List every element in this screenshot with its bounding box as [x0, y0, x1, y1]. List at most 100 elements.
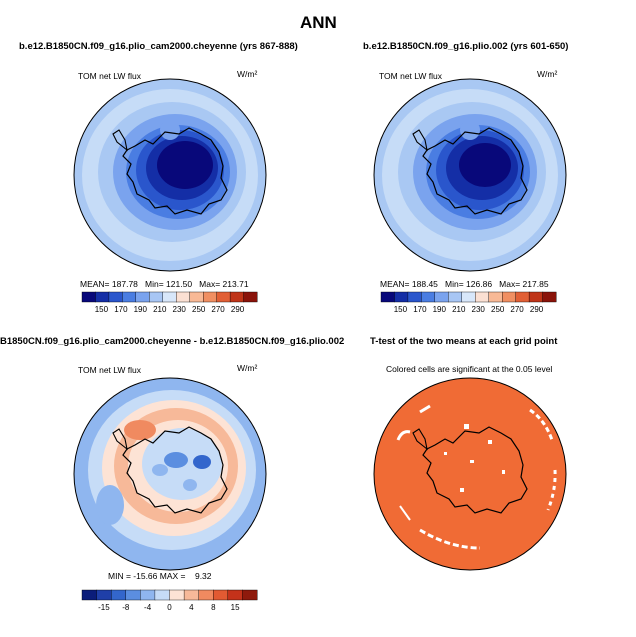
panel1-colorbar-cell [81, 291, 97, 303]
panel1-colorbar-cell [189, 291, 204, 303]
panel3-colorbar-cell [81, 589, 98, 601]
panel1-max-label: Max= [199, 279, 221, 289]
panel4-map [373, 377, 567, 571]
panel3-colorbar-tick: 15 [231, 603, 240, 612]
panel2-colorbar-cell [542, 291, 557, 303]
panel2-colorbar-cell [461, 291, 476, 303]
panel1-colorbar-cell [149, 291, 164, 303]
panel3-colorbar-tick: 4 [189, 603, 194, 612]
panel3-colorbar-cell [183, 589, 200, 601]
panel3-colorbar: -15 -8 -4 0 4 8 15 [81, 589, 258, 612]
panel3-colorbar-cell [110, 589, 127, 601]
panel3-colorbar-cell [227, 589, 243, 601]
panel2-colorbar-tick: 210 [452, 305, 466, 314]
panel3-colorbar-tick: -4 [144, 603, 152, 612]
panel2-max-label: Max= [499, 279, 521, 289]
panel2-colorbar-cell [394, 291, 409, 303]
panel1-colorbar-cell [229, 291, 245, 303]
panel1-colorbar-cell [122, 291, 137, 303]
panel2-colorbar-cell [502, 291, 517, 303]
panel3-units: W/m² [237, 363, 258, 373]
panel1-colorbar-cell [243, 291, 258, 303]
panel1-colorbar-cell [108, 291, 123, 303]
panel1-colorbar-tick: 210 [153, 305, 167, 314]
panel3-colorbar-cell [154, 589, 170, 601]
panel1-min-label: Min= [145, 279, 164, 289]
panel3-map [73, 377, 267, 571]
panel2-colorbar-cell [475, 291, 490, 303]
panel1-colorbar-cell [175, 291, 191, 303]
panel2-colorbar-cell [515, 291, 530, 303]
panel1-mean-label: MEAN= [80, 279, 110, 289]
panel2-colorbar-cell [528, 291, 544, 303]
panel1-colorbar-tick: 290 [231, 305, 245, 314]
panel2-colorbar-tick: 170 [413, 305, 427, 314]
panel2-colorbar-tick: 150 [394, 305, 408, 314]
panel1-map [73, 78, 267, 272]
panel2-map [373, 78, 567, 272]
panel3-var-label: TOM net LW flux [78, 365, 141, 375]
panel2-mean: 188.45 [411, 279, 438, 289]
panel3-max-label: MAX = [159, 571, 186, 581]
panel1-var-label: TOM net LW flux [78, 71, 141, 81]
panel3-colorbar-tick: -15 [98, 603, 110, 612]
panel1-colorbar-tick: 250 [192, 305, 206, 314]
panel1-colorbar-cell [95, 291, 110, 303]
panel2-colorbar-cell [407, 291, 422, 303]
panel2-max: 217.85 [522, 279, 549, 289]
panel2-title: b.e12.B1850CN.f09_g16.plio.002 (yrs 601-… [363, 41, 569, 52]
panel2-colorbar-cell [448, 291, 463, 303]
panel1-colorbar-tick: 270 [211, 305, 225, 314]
panel2-min: 126.86 [466, 279, 493, 289]
panel3-colorbar-tick: 0 [167, 603, 172, 612]
panel2-stats: MEAN= 188.45 Min= 126.86 Max= 217.85 [380, 279, 549, 289]
panel2-colorbar-tick: 270 [510, 305, 524, 314]
panel1-colorbar-cell [216, 291, 231, 303]
panel2-colorbar-cell [488, 291, 503, 303]
panel1-colorbar-tick: 190 [134, 305, 148, 314]
panel2-colorbar-tick: 230 [472, 305, 486, 314]
panel1-colorbar-tick: 230 [173, 305, 187, 314]
panel3-colorbar-cell [242, 589, 258, 601]
panel2-colorbar: 150 170 190 210 230 250 270 290 [380, 291, 557, 314]
panel1-colorbar: 150 170 190 210 230 250 270 290 [81, 291, 258, 314]
panel3-colorbar-cell [96, 589, 112, 601]
panel4-caption: Colored cells are significant at the 0.0… [386, 364, 553, 374]
panel2-colorbar-cell [434, 291, 449, 303]
panel4-title: T-test of the two means at each grid poi… [370, 336, 558, 347]
panel2-colorbar-tick: 190 [433, 305, 447, 314]
panel1-colorbar-tick: 150 [95, 305, 109, 314]
panel1-mean: 187.78 [111, 279, 138, 289]
panel3-min: -15.66 [133, 571, 158, 581]
panel2-min-label: Min= [445, 279, 464, 289]
panel2-colorbar-tick: 290 [530, 305, 544, 314]
panel1-colorbar-cell [202, 291, 218, 303]
panel3-colorbar-cell [125, 589, 141, 601]
panel3-min-label: MIN = [108, 571, 131, 581]
panel1-title: b.e12.B1850CN.f09_g16.plio_cam2000.cheye… [19, 41, 298, 52]
panel1-colorbar-tick: 170 [114, 305, 128, 314]
panel3-colorbar-cell [198, 589, 214, 601]
panel3-title: B1850CN.f09_g16.plio_cam2000.cheyenne - … [0, 336, 345, 347]
panel2-units: W/m² [537, 69, 558, 79]
panel3-colorbar-cell [169, 589, 185, 601]
panel3-colorbar-tick: 8 [211, 603, 216, 612]
panel2-colorbar-cell [421, 291, 436, 303]
panel2-colorbar-tick: 250 [491, 305, 505, 314]
panel2-colorbar-cell [380, 291, 396, 303]
panel3-colorbar-tick: -8 [122, 603, 130, 612]
panel1-units: W/m² [237, 69, 258, 79]
panel3-max: 9.32 [194, 571, 212, 581]
panel1-min: 121.50 [166, 279, 193, 289]
panel3-stats: MIN = -15.66 MAX = 9.32 [108, 571, 212, 581]
panel3-colorbar-cell [213, 589, 229, 601]
panel2-var-label: TOM net LW flux [379, 71, 442, 81]
panel3-colorbar-cell [140, 589, 156, 601]
panel1-stats: MEAN= 187.78 Min= 121.50 Max= 213.71 [80, 279, 249, 289]
main-title: ANN [300, 13, 337, 32]
panel2-mean-label: MEAN= [380, 279, 410, 289]
panel1-colorbar-cell [135, 291, 150, 303]
panel1-colorbar-cell [162, 291, 177, 303]
